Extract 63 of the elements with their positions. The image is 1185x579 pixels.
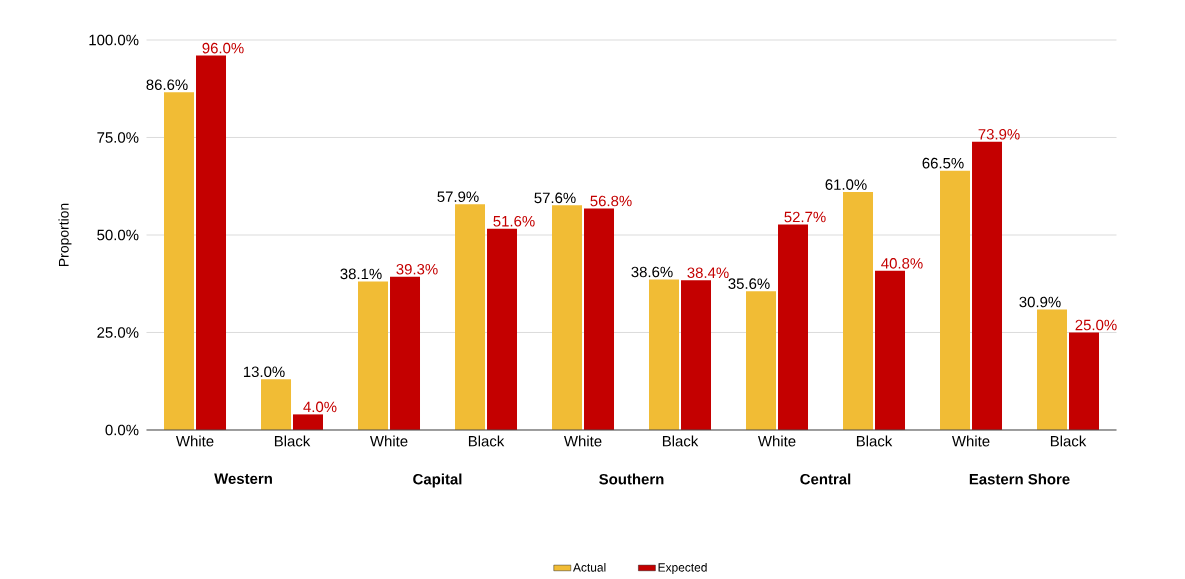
data-label: 38.1% [340,268,382,280]
x-tick-label: Black [1050,435,1087,447]
x-tick-label: Black [662,435,699,447]
data-label: 52.7% [784,211,826,223]
data-label: 40.8% [881,258,923,269]
bar [455,204,486,430]
data-label: 51.6% [493,215,535,227]
x-tick-label: White [175,435,214,447]
data-label: 56.8% [590,195,632,207]
bar [293,414,324,430]
data-label: 86.6% [146,79,188,91]
data-label: 13.0% [243,366,285,378]
legend-label: Expected [658,562,707,575]
x-tick-label: Black [468,435,505,447]
bar [875,270,906,430]
data-label: 38.6% [631,266,673,278]
bar [843,192,874,430]
data-label: 35.6% [728,278,770,289]
bar [778,224,809,430]
data-label: 25.0% [1075,319,1117,331]
legend-label: Actual [572,562,606,572]
bar [681,280,712,430]
bar [358,281,389,430]
y-tick-label: 50.0% [97,229,139,241]
bar [972,141,1003,430]
data-label: 66.5% [922,157,964,169]
x-tick-label: White [757,435,796,447]
data-label: 38.4% [687,267,729,279]
bar [487,228,518,430]
bar [746,291,777,430]
y-tick-label: 25.0% [97,327,139,338]
text: Western [214,473,272,484]
data-label: 57.6% [534,192,576,204]
data-label: 39.3% [396,263,438,275]
data-label: 96.0% [202,42,244,54]
bar [940,170,971,430]
text: Central [800,473,851,485]
x-tick-label: White [563,435,602,447]
text: Southern [599,473,664,485]
data-label: 61.0% [825,179,867,190]
x-tick-label: Black [856,435,893,447]
x-tick-label: White [369,435,408,447]
x-tick-label: White [951,435,990,447]
text: Capital [413,473,462,488]
y-tick-label: 100.0% [89,34,139,46]
bar [164,92,195,430]
bar [552,205,583,430]
data-label: 4.0% [303,401,337,413]
bar [261,379,292,430]
bar [584,208,615,430]
data-label: 73.9% [978,128,1020,140]
bar [1037,309,1068,430]
y-tick-label: 75.0% [97,132,139,143]
data-label: 30.9% [1019,296,1061,308]
bar [1069,332,1100,430]
x-tick-label: Black [274,435,311,447]
bar [390,276,421,430]
data-label: 57.9% [437,191,479,202]
bar [196,55,227,430]
bar [649,279,680,430]
text: Eastern Shore [969,473,1070,485]
y-axis-title: Proportion [58,203,72,267]
y-tick-label: 0.0% [105,424,139,436]
